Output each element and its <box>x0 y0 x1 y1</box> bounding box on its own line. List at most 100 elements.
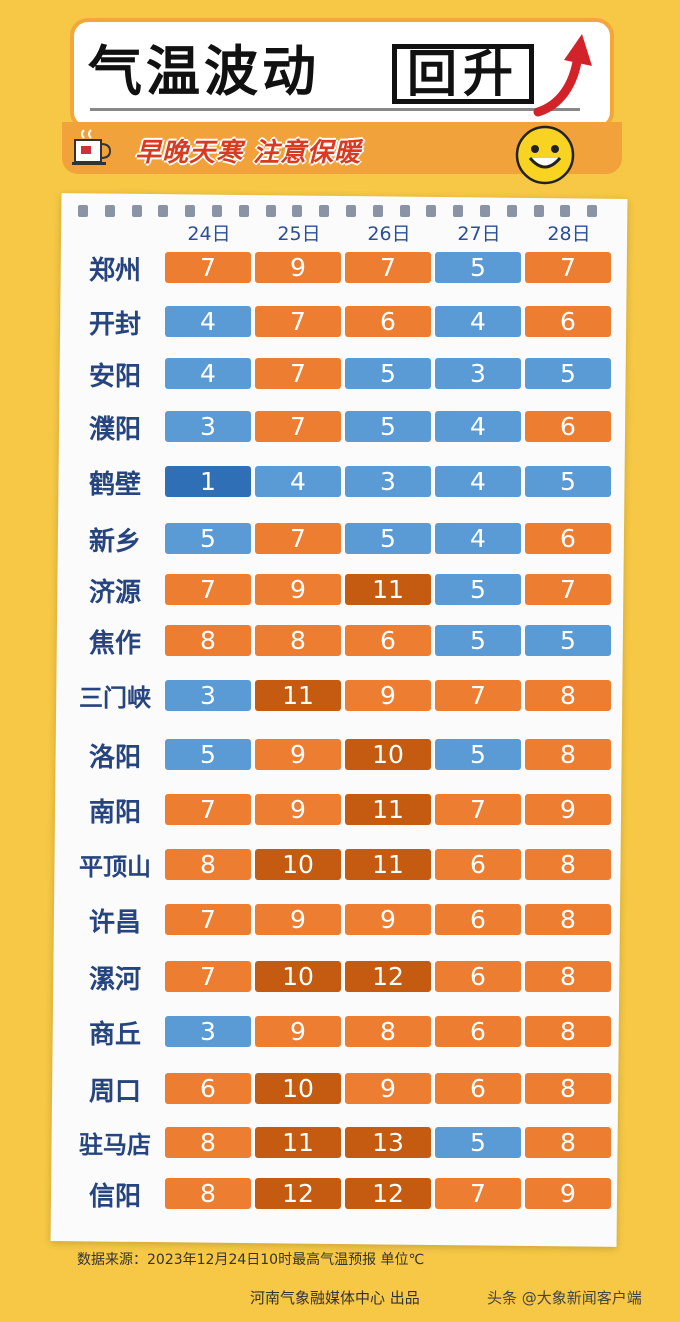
temperature-cell: 9 <box>255 1016 341 1047</box>
temperature-cell: 9 <box>255 739 341 770</box>
temperature-cell: 5 <box>345 523 431 554</box>
temperature-cell: 6 <box>345 625 431 656</box>
temperature-cell: 7 <box>435 1178 521 1209</box>
date-header: 24日 <box>187 223 231 245</box>
temperature-cell: 4 <box>165 306 251 337</box>
city-name: 洛阳 <box>88 743 141 773</box>
binding-hole <box>212 205 222 217</box>
temperature-cell: 8 <box>525 904 611 935</box>
binding-hole <box>533 205 544 217</box>
temperature-cell: 8 <box>525 739 611 770</box>
temperature-cell: 7 <box>255 411 341 442</box>
binding-hole <box>78 205 88 217</box>
binding-hole <box>372 205 383 217</box>
temperature-cell: 5 <box>525 466 611 497</box>
temperature-cell: 8 <box>165 1127 251 1158</box>
paper-binding-holes <box>70 205 610 221</box>
temperature-cell: 3 <box>345 466 431 497</box>
binding-hole <box>104 205 115 217</box>
temperature-cell: 9 <box>255 252 341 283</box>
binding-hole <box>453 205 464 217</box>
city-name: 漯河 <box>88 965 141 995</box>
temperature-cell: 9 <box>525 794 611 825</box>
temperature-cell: 9 <box>345 904 431 935</box>
temperature-cell: 7 <box>255 306 341 337</box>
watermark: 头条 @大象新闻客户端 <box>487 1289 642 1307</box>
temperature-cell: 12 <box>345 1178 431 1209</box>
temperature-cell: 5 <box>435 625 521 656</box>
producer-credit: 河南气象融媒体中心 出品 <box>250 1289 420 1307</box>
binding-hole <box>560 205 571 217</box>
temperature-cell: 8 <box>525 1073 611 1104</box>
temperature-cell: 6 <box>435 904 521 935</box>
temperature-cell: 5 <box>435 1127 521 1158</box>
temperature-cell: 12 <box>255 1178 341 1209</box>
temperature-cell: 3 <box>435 358 521 389</box>
temperature-cell: 6 <box>435 961 521 992</box>
temperature-cell: 8 <box>345 1016 431 1047</box>
temperature-cell: 7 <box>255 358 341 389</box>
temperature-cell: 9 <box>255 794 341 825</box>
binding-hole <box>346 205 356 217</box>
temperature-cell: 11 <box>345 574 431 605</box>
temperature-cell: 7 <box>525 574 611 605</box>
date-header: 27日 <box>457 223 501 245</box>
hot-drink-icon <box>72 129 112 165</box>
binding-hole <box>158 205 169 217</box>
binding-hole <box>238 205 249 217</box>
temperature-cell: 10 <box>345 739 431 770</box>
city-name: 周口 <box>88 1077 141 1107</box>
temperature-cell: 3 <box>165 1016 251 1047</box>
temperature-cell: 9 <box>345 680 431 711</box>
temperature-cell: 6 <box>165 1073 251 1104</box>
temperature-cell: 6 <box>435 1073 521 1104</box>
city-name: 许昌 <box>88 908 141 938</box>
temperature-cell: 12 <box>345 961 431 992</box>
city-name: 三门峡 <box>79 684 151 712</box>
binding-hole <box>131 205 142 217</box>
temperature-cell: 9 <box>345 1073 431 1104</box>
binding-hole <box>265 205 276 217</box>
temperature-cell: 7 <box>525 252 611 283</box>
temperature-cell: 8 <box>525 849 611 880</box>
temperature-cell: 5 <box>525 358 611 389</box>
city-name: 濮阳 <box>88 415 141 445</box>
temperature-cell: 6 <box>435 849 521 880</box>
temperature-cell: 8 <box>255 625 341 656</box>
temperature-cell: 8 <box>525 680 611 711</box>
temperature-cell: 8 <box>525 1127 611 1158</box>
temperature-cell: 7 <box>165 904 251 935</box>
smiley-face-icon <box>515 125 575 185</box>
binding-hole <box>399 205 410 217</box>
temperature-cell: 7 <box>165 961 251 992</box>
temperature-cell: 4 <box>435 523 521 554</box>
temperature-cell: 6 <box>525 411 611 442</box>
city-name: 平顶山 <box>79 853 151 881</box>
temperature-cell: 5 <box>525 625 611 656</box>
temperature-cell: 4 <box>255 466 341 497</box>
temperature-cell: 8 <box>525 1016 611 1047</box>
temperature-cell: 6 <box>525 306 611 337</box>
temperature-cell: 13 <box>345 1127 431 1158</box>
temperature-cell: 11 <box>255 1127 341 1158</box>
binding-hole <box>506 205 517 217</box>
temperature-cell: 11 <box>345 849 431 880</box>
rising-arrow-icon <box>533 34 592 117</box>
date-header: 26日 <box>367 223 411 245</box>
temperature-cell: 8 <box>165 849 251 880</box>
temperature-cell: 7 <box>345 252 431 283</box>
temperature-cell: 10 <box>255 849 341 880</box>
temperature-cell: 4 <box>435 306 521 337</box>
temperature-cell: 3 <box>165 680 251 711</box>
temperature-cell: 5 <box>345 411 431 442</box>
city-name: 南阳 <box>88 798 141 828</box>
temperature-cell: 5 <box>165 739 251 770</box>
city-name: 信阳 <box>88 1182 141 1212</box>
subtitle: 早晚天寒 注意保暖 <box>135 138 362 168</box>
temperature-cell: 3 <box>165 411 251 442</box>
temperature-cell: 6 <box>435 1016 521 1047</box>
temperature-cell: 11 <box>255 680 341 711</box>
city-name: 焦作 <box>88 629 141 659</box>
city-name: 郑州 <box>88 256 141 286</box>
date-header: 25日 <box>277 223 321 245</box>
